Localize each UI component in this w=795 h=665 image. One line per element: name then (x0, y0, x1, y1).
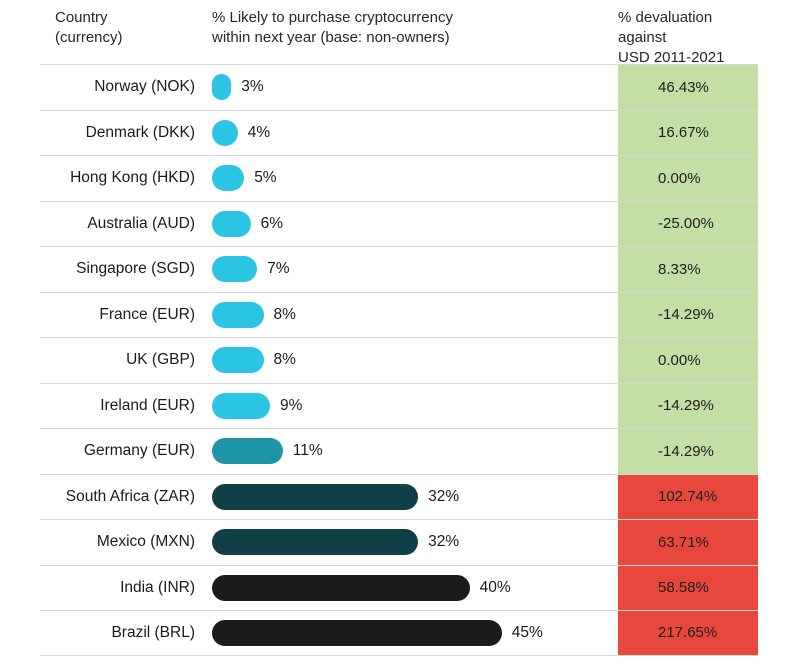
table-row: Brazil (BRL) 45% 217.65% (40, 610, 758, 656)
purchase-value-label: 32% (428, 487, 460, 505)
purchase-bar-cell: 8% (212, 338, 618, 383)
purchase-bar (212, 256, 258, 283)
purchase-bar (212, 438, 283, 465)
devaluation-cell: 16.67% (618, 110, 758, 155)
purchase-bar-cell: 32% (212, 520, 618, 565)
table-row: Germany (EUR) 11% -14.29% (40, 428, 758, 474)
purchase-value-label: 9% (280, 396, 303, 414)
table-row: Singapore (SGD) 7% 8.33% (40, 246, 758, 292)
country-label: Ireland (EUR) (100, 396, 195, 414)
table-row: Mexico (MXN) 32% 63.71% (40, 519, 758, 565)
purchase-bar-cell: 11% (212, 429, 618, 474)
purchase-bar (212, 210, 251, 237)
devaluation-cell: 8.33% (618, 247, 758, 292)
table-row: South Africa (ZAR) 32% 102.74% (40, 473, 758, 520)
table-row: UK (GBP) 8% 0.00% (40, 337, 758, 383)
purchase-bar-cell: 6% (212, 202, 618, 247)
table-row: Norway (NOK) 3% 46.43% (40, 64, 758, 110)
header-devaluation: % devaluation against USD 2011-2021 (618, 9, 725, 66)
country-label: South Africa (ZAR) (65, 487, 195, 505)
devaluation-cell: -14.29% (618, 429, 758, 474)
purchase-bar-cell: 7% (212, 247, 618, 292)
table-row: France (EUR) 8% -14.29% (40, 291, 758, 338)
purchase-bar-cell: 5% (212, 156, 618, 201)
country-label: France (EUR) (99, 305, 195, 323)
devaluation-cell: -14.29% (618, 292, 758, 337)
purchase-bar (212, 529, 419, 556)
country-label: Singapore (SGD) (76, 260, 195, 278)
purchase-value-label: 5% (254, 169, 277, 187)
devaluation-cell: 102.74% (618, 474, 758, 519)
country-label: Mexico (MXN) (96, 533, 195, 551)
purchase-bar-cell: 9% (212, 384, 618, 429)
purchase-bar-cell: 3% (212, 65, 618, 110)
table-row: Australia (AUD) 6% -25.00% (40, 200, 758, 247)
devaluation-cell: 0.00% (618, 156, 758, 201)
table-row: Hong Kong (HKD) 5% 0.00% (40, 155, 758, 201)
table-header: Country (currency) % Likely to purchase … (40, 8, 758, 66)
purchase-bar-cell: 45% (212, 611, 618, 655)
purchase-bar (212, 483, 419, 510)
purchase-value-label: 11% (292, 442, 323, 460)
devaluation-cell: 46.43% (618, 65, 758, 110)
country-label: Norway (NOK) (94, 78, 195, 96)
purchase-bar (212, 301, 264, 328)
purchase-bar-cell: 4% (212, 111, 618, 156)
country-label: Hong Kong (HKD) (70, 169, 195, 187)
header-purchase-likelihood: % Likely to purchase cryptocurrency with… (212, 9, 453, 46)
table-row: Ireland (EUR) 9% -14.29% (40, 382, 758, 429)
purchase-value-label: 4% (247, 123, 271, 141)
purchase-bar (212, 619, 502, 646)
purchase-value-label: 45% (511, 623, 543, 641)
country-label: Brazil (BRL) (111, 623, 195, 641)
purchase-value-label: 3% (241, 78, 264, 96)
purchase-value-label: 32% (428, 533, 460, 551)
purchase-value-label: 6% (260, 214, 283, 232)
purchase-bar (212, 574, 470, 601)
purchase-bar (212, 165, 245, 192)
country-label: India (INR) (120, 578, 195, 596)
devaluation-cell: 217.65% (618, 611, 758, 655)
devaluation-cell: -25.00% (618, 201, 758, 246)
purchase-bar-cell: 8% (212, 293, 618, 338)
country-label: UK (GBP) (126, 351, 195, 369)
purchase-bar-cell: 40% (212, 566, 618, 611)
devaluation-cell: 58.58% (618, 565, 758, 610)
devaluation-cell: -14.29% (618, 383, 758, 428)
table-body: Norway (NOK) 3% 46.43% Denmark (DKK) 4% … (40, 64, 758, 656)
header-country: Country (currency) (55, 9, 123, 46)
devaluation-cell: 0.00% (618, 338, 758, 383)
purchase-bar (212, 74, 232, 101)
purchase-value-label: 40% (479, 578, 511, 596)
table-row: Denmark (DKK) 4% 16.67% (40, 109, 758, 156)
purchase-bar (212, 119, 238, 146)
purchase-value-label: 8% (273, 305, 296, 323)
purchase-bar-cell: 32% (212, 475, 618, 520)
purchase-bar (212, 392, 270, 419)
data-table: Country (currency) % Likely to purchase … (40, 8, 758, 656)
devaluation-cell: 63.71% (618, 520, 758, 565)
purchase-value-label: 8% (273, 351, 296, 369)
table-row: India (INR) 40% 58.58% (40, 564, 758, 611)
country-label: Australia (AUD) (87, 214, 195, 232)
country-label: Germany (EUR) (83, 442, 195, 460)
purchase-bar (212, 347, 264, 374)
country-label: Denmark (DKK) (85, 123, 195, 141)
purchase-value-label: 7% (267, 260, 290, 278)
